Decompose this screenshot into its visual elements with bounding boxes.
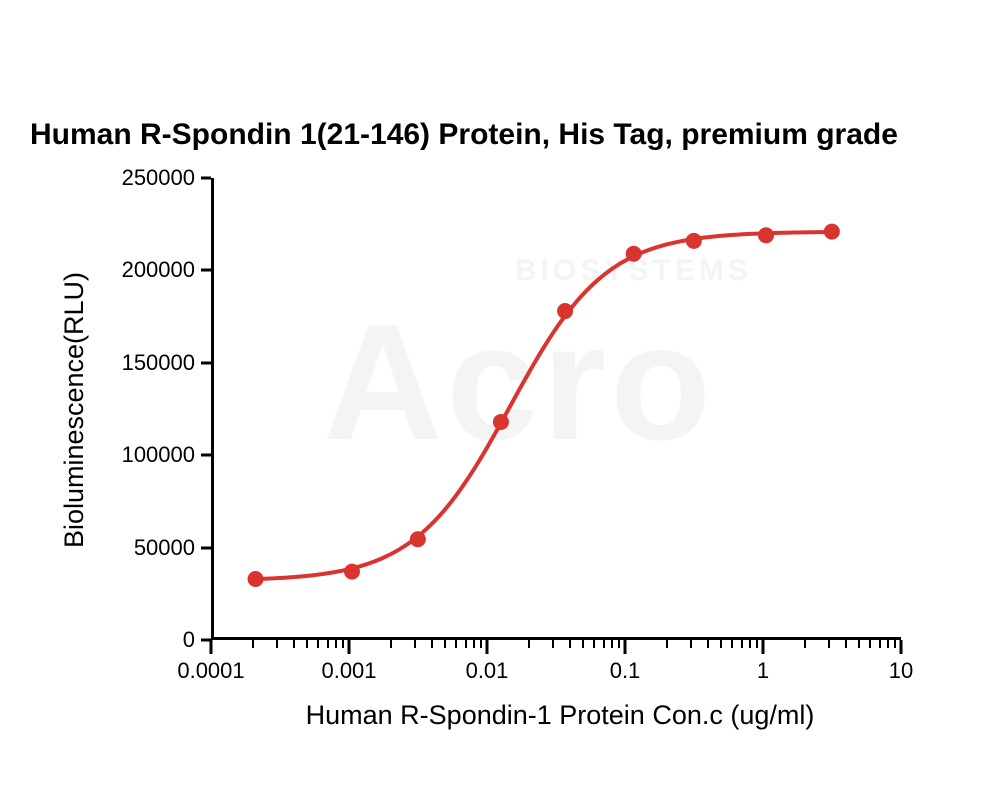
- series-line: [256, 232, 832, 579]
- y-tick-label: 0: [183, 627, 195, 653]
- x-minor-tick: [720, 640, 722, 648]
- data-point: [410, 532, 425, 547]
- x-minor-tick: [707, 640, 709, 648]
- x-minor-tick: [618, 640, 620, 648]
- x-minor-tick: [480, 640, 482, 648]
- data-point: [345, 564, 360, 579]
- x-tick-label: 0.0001: [177, 658, 244, 684]
- x-minor-tick: [845, 640, 847, 648]
- x-minor-tick: [528, 640, 530, 648]
- y-tick-label: 100000: [122, 442, 195, 468]
- y-tick-label: 250000: [122, 165, 195, 191]
- x-minor-tick: [741, 640, 743, 648]
- data-point: [686, 233, 701, 248]
- y-tick-label: 150000: [122, 350, 195, 376]
- x-minor-tick: [465, 640, 467, 648]
- data-point: [824, 224, 839, 239]
- x-minor-tick: [569, 640, 571, 648]
- x-minor-tick: [276, 640, 278, 648]
- x-minor-tick: [473, 640, 475, 648]
- x-tick-label: 0.01: [466, 658, 509, 684]
- plot-area: BIOSYSTEMS Acro: [211, 178, 901, 640]
- data-point: [626, 246, 641, 261]
- x-minor-tick: [879, 640, 881, 648]
- x-minor-tick: [414, 640, 416, 648]
- x-minor-tick: [869, 640, 871, 648]
- chart-title: Human R-Spondin 1(21-146) Protein, His T…: [30, 118, 898, 152]
- data-point: [493, 414, 508, 429]
- x-minor-tick: [666, 640, 668, 648]
- x-tick-label: 10: [889, 658, 913, 684]
- x-minor-tick: [828, 640, 830, 648]
- data-point: [759, 228, 774, 243]
- x-minor-tick: [444, 640, 446, 648]
- x-minor-tick: [756, 640, 758, 648]
- x-minor-tick: [749, 640, 751, 648]
- x-minor-tick: [582, 640, 584, 648]
- x-minor-tick: [603, 640, 605, 648]
- x-minor-tick: [858, 640, 860, 648]
- x-minor-tick: [887, 640, 889, 648]
- x-minor-tick: [390, 640, 392, 648]
- x-minor-tick: [611, 640, 613, 648]
- y-axis-title: Bioluminescence(RLU): [59, 272, 90, 548]
- x-minor-tick: [690, 640, 692, 648]
- x-minor-tick: [552, 640, 554, 648]
- x-minor-tick: [731, 640, 733, 648]
- x-minor-tick: [894, 640, 896, 648]
- x-tick-label: 0.001: [321, 658, 376, 684]
- data-point: [248, 572, 263, 587]
- y-tick-label: 50000: [134, 535, 195, 561]
- x-minor-tick: [327, 640, 329, 648]
- x-minor-tick: [431, 640, 433, 648]
- x-minor-tick: [293, 640, 295, 648]
- x-tick-label: 0.1: [610, 658, 641, 684]
- x-minor-tick: [455, 640, 457, 648]
- x-tick-label: 1: [757, 658, 769, 684]
- x-minor-tick: [335, 640, 337, 648]
- x-minor-tick: [317, 640, 319, 648]
- x-minor-tick: [342, 640, 344, 648]
- x-axis-title: Human R-Spondin-1 Protein Con.c (ug/ml): [306, 700, 815, 731]
- chart-svg-layer: [214, 178, 904, 640]
- x-minor-tick: [593, 640, 595, 648]
- data-point: [558, 304, 573, 319]
- y-tick-label: 200000: [122, 257, 195, 283]
- x-minor-tick: [306, 640, 308, 648]
- x-minor-tick: [804, 640, 806, 648]
- x-minor-tick: [252, 640, 254, 648]
- dose-response-chart: Human R-Spondin 1(21-146) Protein, His T…: [0, 0, 1000, 808]
